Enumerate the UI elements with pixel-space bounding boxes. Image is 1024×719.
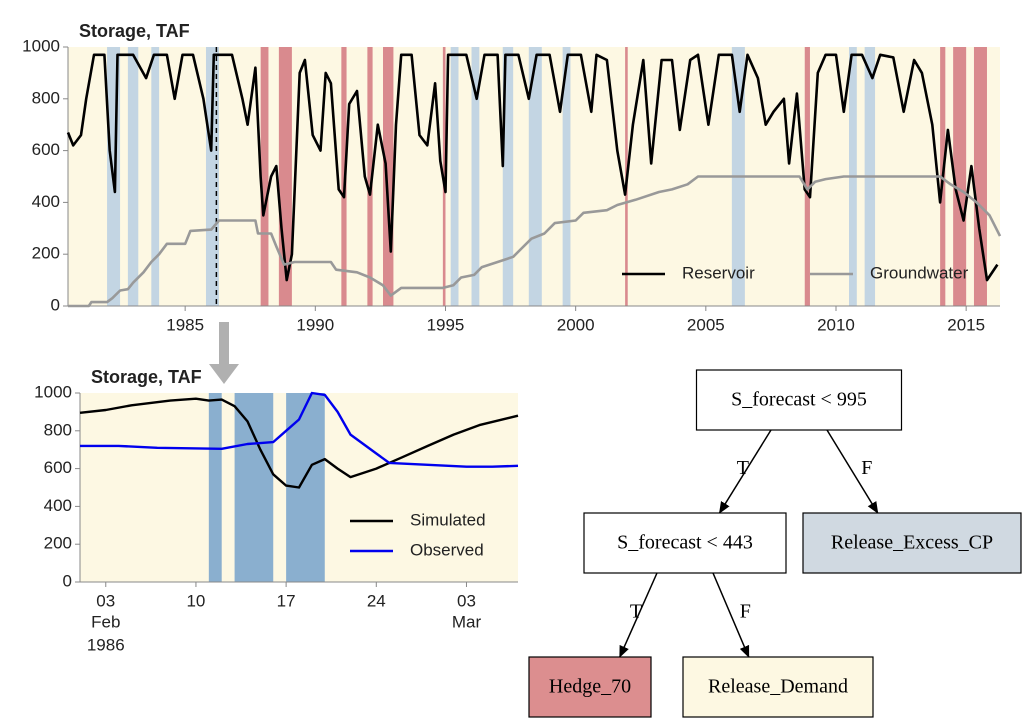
state-region bbox=[502, 47, 514, 306]
series-line bbox=[79, 397, 519, 489]
x-tick-label: 2010 bbox=[817, 315, 855, 334]
state-region bbox=[450, 47, 459, 306]
chart-title: Storage, TAF bbox=[91, 367, 202, 387]
node-label: Hedge_70 bbox=[549, 676, 631, 698]
x-tick-label: 17 bbox=[277, 591, 296, 610]
edge-label: T bbox=[737, 457, 749, 479]
y-tick-label: 1000 bbox=[34, 382, 72, 401]
edge-label: F bbox=[740, 601, 751, 623]
legend-label: Simulated bbox=[410, 510, 486, 529]
tree-node bbox=[695, 369, 903, 431]
x-month-label: Feb bbox=[91, 612, 120, 631]
series-line bbox=[68, 175, 1002, 308]
y-tick-label: 800 bbox=[44, 420, 72, 439]
state-region bbox=[953, 47, 967, 306]
chart-title: Storage, TAF bbox=[79, 21, 190, 41]
x-month-label: Mar bbox=[452, 612, 482, 631]
tree-edge bbox=[826, 429, 879, 514]
y-tick-label: 600 bbox=[44, 458, 72, 477]
tree-node bbox=[802, 512, 1022, 574]
tree-edge bbox=[712, 572, 750, 658]
state-region bbox=[804, 47, 810, 306]
x-tick-label: 10 bbox=[186, 591, 205, 610]
y-tick-label: 600 bbox=[32, 140, 60, 159]
edge-label: F bbox=[861, 457, 872, 479]
tree-edge bbox=[718, 429, 772, 514]
x-tick-label: 2005 bbox=[687, 315, 725, 334]
edge-label: T bbox=[630, 601, 642, 623]
x-tick-label: 1985 bbox=[166, 315, 204, 334]
y-tick-label: 0 bbox=[51, 295, 60, 314]
state-region bbox=[151, 47, 160, 306]
x-tick-label: 03 bbox=[457, 591, 476, 610]
x-tick-label: 24 bbox=[367, 591, 386, 610]
state-region bbox=[208, 393, 222, 582]
series-line bbox=[66, 53, 999, 282]
state-region bbox=[528, 47, 542, 306]
y-tick-label: 200 bbox=[32, 244, 60, 263]
tree-node bbox=[583, 512, 787, 574]
state-region bbox=[260, 47, 269, 306]
legend-label: Reservoir bbox=[682, 263, 755, 282]
node-label: S_forecast < 443 bbox=[617, 532, 753, 554]
decision-tree: T F T F S_forecast < 995 S_forecast < 443 Rele… bbox=[528, 369, 1022, 718]
state-region bbox=[127, 47, 139, 306]
tree-edge bbox=[619, 572, 658, 658]
zoom-arrow bbox=[209, 322, 239, 384]
x-tick-label: 03 bbox=[96, 591, 115, 610]
y-tick-label: 200 bbox=[44, 534, 72, 553]
x-year-label: 1986 bbox=[87, 635, 125, 654]
state-region bbox=[973, 47, 987, 306]
y-tick-label: 800 bbox=[32, 88, 60, 107]
node-label: S_forecast < 995 bbox=[731, 389, 867, 411]
state-region bbox=[471, 47, 480, 306]
y-tick-label: 0 bbox=[63, 571, 72, 590]
node-label: Release_Demand bbox=[708, 676, 848, 698]
x-tick-label: 1995 bbox=[427, 315, 465, 334]
legend-label: Observed bbox=[410, 540, 484, 559]
state-region bbox=[383, 47, 394, 306]
x-tick-label: 1990 bbox=[296, 315, 334, 334]
tree-node bbox=[682, 656, 874, 718]
y-tick-label: 1000 bbox=[22, 36, 60, 55]
state-region bbox=[562, 47, 571, 306]
y-tick-label: 400 bbox=[32, 192, 60, 211]
node-label: Release_Excess_CP bbox=[831, 532, 993, 554]
x-tick-label: 2000 bbox=[557, 315, 595, 334]
series-line bbox=[80, 391, 519, 468]
state-region bbox=[367, 47, 373, 306]
tree-node bbox=[528, 656, 652, 718]
legend-label: Groundwater bbox=[870, 263, 969, 282]
x-tick-label: 2015 bbox=[947, 315, 985, 334]
y-tick-label: 400 bbox=[44, 496, 72, 515]
state-region bbox=[234, 393, 274, 582]
